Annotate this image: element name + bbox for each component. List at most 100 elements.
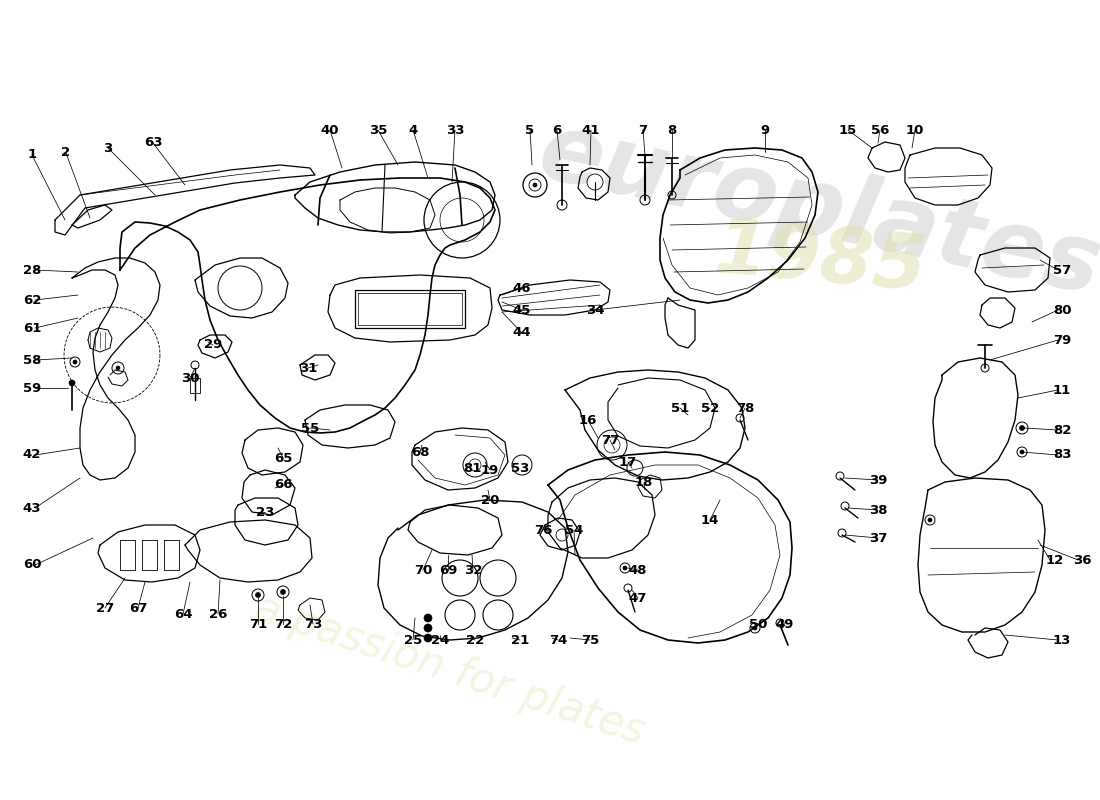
Text: 19: 19 (481, 463, 499, 477)
Circle shape (255, 593, 261, 598)
Text: 43: 43 (23, 502, 42, 514)
Circle shape (73, 360, 77, 364)
Text: 13: 13 (1053, 634, 1071, 646)
Text: 70: 70 (414, 563, 432, 577)
Text: 10: 10 (905, 123, 924, 137)
Text: 81: 81 (463, 462, 481, 474)
Text: 76: 76 (534, 523, 552, 537)
Bar (190, 378, 200, 393)
Text: 59: 59 (23, 382, 41, 394)
Text: 4: 4 (408, 123, 418, 137)
Text: 27: 27 (96, 602, 114, 614)
Text: 79: 79 (1053, 334, 1071, 346)
Circle shape (69, 380, 75, 386)
Text: 80: 80 (1053, 303, 1071, 317)
Text: 31: 31 (299, 362, 317, 374)
Text: 78: 78 (736, 402, 755, 414)
Text: 30: 30 (180, 371, 199, 385)
Text: 46: 46 (513, 282, 531, 294)
Text: 21: 21 (510, 634, 529, 646)
Text: 33: 33 (446, 123, 464, 137)
Text: 66: 66 (274, 478, 293, 491)
Text: 62: 62 (23, 294, 41, 306)
Text: 24: 24 (431, 634, 449, 646)
Text: 77: 77 (601, 434, 619, 446)
Text: 49: 49 (776, 618, 794, 631)
Text: 32: 32 (464, 563, 482, 577)
Text: 41: 41 (582, 123, 601, 137)
Text: 2: 2 (62, 146, 70, 159)
Text: europlates: europlates (530, 106, 1100, 314)
Text: 61: 61 (23, 322, 41, 334)
Text: 75: 75 (581, 634, 600, 646)
Text: 47: 47 (629, 591, 647, 605)
Text: 50: 50 (749, 618, 767, 631)
Text: 34: 34 (585, 303, 604, 317)
Text: 40: 40 (321, 123, 339, 137)
Text: 9: 9 (760, 123, 770, 137)
Text: 60: 60 (23, 558, 42, 571)
Text: 64: 64 (174, 607, 192, 621)
Text: 71: 71 (249, 618, 267, 630)
Circle shape (424, 634, 432, 642)
Text: 68: 68 (410, 446, 429, 458)
Text: 29: 29 (204, 338, 222, 351)
Text: 56: 56 (871, 123, 889, 137)
Text: 48: 48 (629, 563, 647, 577)
Circle shape (623, 566, 627, 570)
Text: 38: 38 (869, 503, 888, 517)
Text: 1: 1 (28, 149, 36, 162)
Text: 28: 28 (23, 263, 41, 277)
Text: 83: 83 (1053, 449, 1071, 462)
Text: 11: 11 (1053, 383, 1071, 397)
Text: 63: 63 (144, 137, 163, 150)
Circle shape (928, 518, 932, 522)
Circle shape (424, 624, 432, 632)
Bar (355, 290, 465, 328)
Text: 7: 7 (638, 123, 648, 137)
Text: 12: 12 (1046, 554, 1064, 566)
Circle shape (424, 614, 432, 622)
Circle shape (1020, 426, 1024, 430)
Text: 39: 39 (869, 474, 888, 486)
Text: 25: 25 (404, 634, 422, 646)
Text: 3: 3 (103, 142, 112, 154)
Text: 74: 74 (549, 634, 568, 646)
Text: 58: 58 (23, 354, 41, 366)
Text: 42: 42 (23, 449, 41, 462)
Text: 45: 45 (513, 303, 531, 317)
Text: 8: 8 (668, 123, 676, 137)
Text: 18: 18 (635, 477, 653, 490)
Text: 15: 15 (839, 123, 857, 137)
Text: 55: 55 (301, 422, 319, 434)
Text: 37: 37 (869, 531, 888, 545)
Text: 36: 36 (1072, 554, 1091, 566)
Text: 35: 35 (368, 123, 387, 137)
Text: 69: 69 (439, 563, 458, 577)
Text: a passion for plates: a passion for plates (250, 587, 650, 753)
Text: 54: 54 (564, 523, 583, 537)
Text: 1985: 1985 (711, 214, 930, 306)
Text: 22: 22 (466, 634, 484, 646)
Text: 52: 52 (701, 402, 719, 414)
Text: 14: 14 (701, 514, 719, 526)
Text: 20: 20 (481, 494, 499, 506)
Text: 57: 57 (1053, 263, 1071, 277)
Text: 17: 17 (619, 455, 637, 469)
Text: 73: 73 (304, 618, 322, 630)
Circle shape (534, 183, 537, 187)
Circle shape (280, 590, 286, 594)
Text: 67: 67 (129, 602, 147, 614)
Text: 5: 5 (526, 123, 535, 137)
Circle shape (116, 366, 120, 370)
Text: 72: 72 (274, 618, 293, 630)
Text: 82: 82 (1053, 423, 1071, 437)
Text: 53: 53 (510, 462, 529, 474)
Text: 65: 65 (274, 451, 293, 465)
Text: 23: 23 (256, 506, 274, 518)
Text: 44: 44 (513, 326, 531, 339)
Circle shape (1020, 450, 1024, 454)
Text: 16: 16 (579, 414, 597, 426)
Text: 6: 6 (552, 123, 562, 137)
Text: 26: 26 (209, 607, 228, 621)
